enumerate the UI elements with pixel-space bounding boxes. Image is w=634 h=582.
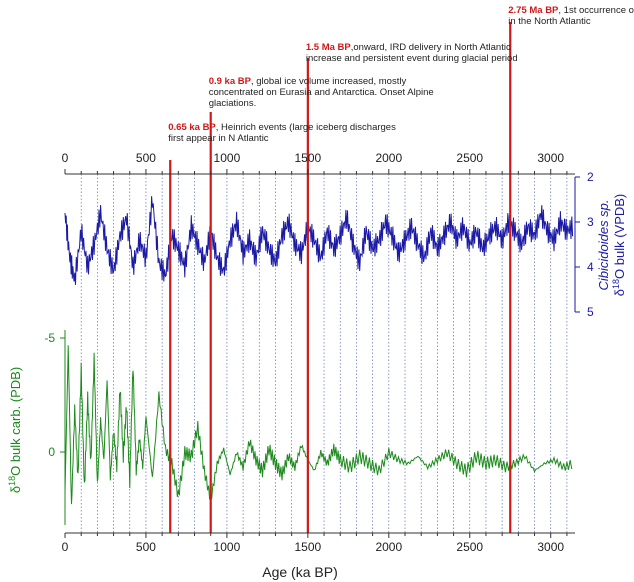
top-tick-label: 1500	[295, 151, 322, 165]
axes	[60, 169, 580, 538]
series-layer	[64, 196, 574, 505]
top-tick-label: 3000	[537, 151, 564, 165]
bottom-tick-label: 1000	[214, 540, 241, 554]
event-annotation: 0.9 ka BP, global ice volume increased, …	[209, 76, 407, 87]
event-annotation-line: in the North Atlantic	[508, 16, 591, 27]
event-annotation: 2.75 Ma BP, 1st occurrence of IRD (Ice R…	[508, 5, 634, 16]
x-axis-label: Age (ka BP)	[262, 564, 337, 580]
right-axis-label: Cibicidoides sp.δ18O bulk (VPDB)	[596, 194, 627, 297]
left-axis-label: δ18O bulk carb. (PDB)	[7, 367, 23, 493]
right-tick-label: 2	[587, 170, 594, 184]
bottom-tick-label: 0	[62, 540, 69, 554]
left-tick-label: 0	[48, 445, 55, 459]
bulk-series-line	[64, 345, 573, 505]
left-tick-label: -5	[44, 331, 55, 345]
benthic-series-line	[64, 196, 574, 285]
bottom-tick-label: 1500	[295, 540, 322, 554]
labels: 0 500 1000 1500 2000 2500 3000 0 500 1000 1500 2000…	[7, 5, 634, 580]
top-tick-label: 1000	[214, 151, 241, 165]
top-tick-label: 500	[136, 151, 156, 165]
top-tick-label: 2000	[375, 151, 402, 165]
event-annotation: 1.5 Ma BP,onward, IRD delivery in North …	[306, 42, 511, 53]
top-tick-label: 2500	[456, 151, 483, 165]
event-annotation: 0.65 ka BP, Heinrich events (large icebe…	[168, 122, 396, 133]
event-annotation-line: glaciations.	[209, 98, 257, 109]
right-tick-label: 5	[587, 305, 594, 319]
bottom-tick-label: 2000	[375, 540, 402, 554]
bottom-tick-label: 2500	[456, 540, 483, 554]
top-tick-label: 0	[62, 151, 69, 165]
right-tick-label: 4	[587, 260, 594, 274]
right-tick-label: 3	[587, 215, 594, 229]
bottom-tick-label: 3000	[537, 540, 564, 554]
bottom-tick-label: 500	[136, 540, 156, 554]
event-lines	[169, 22, 512, 533]
event-annotation-line: increase and persistent event during gla…	[306, 53, 518, 64]
event-annotation-line: concentrated on Eurasia and Antarctica. …	[209, 87, 434, 98]
event-annotation-line: first appear in N Atlantic	[168, 133, 269, 144]
